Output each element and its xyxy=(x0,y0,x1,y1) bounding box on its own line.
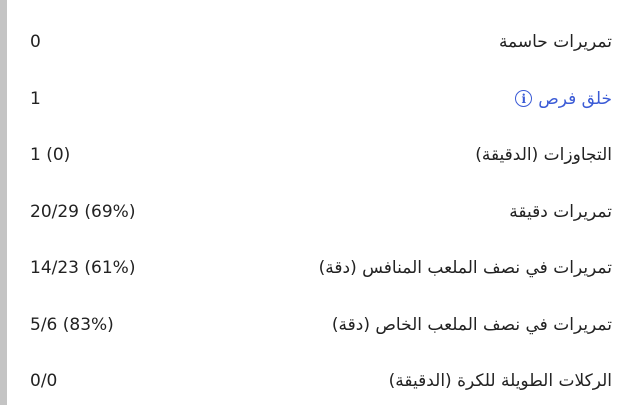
stat-row-dribbles: 1 (0) التجاوزات (الدقيقة) xyxy=(30,127,612,184)
stat-value: 1 (0) xyxy=(30,145,71,166)
info-icon[interactable]: i xyxy=(515,90,533,108)
stat-value: 0 xyxy=(30,32,41,53)
stat-row-accurate-passes: 20/29 (69%) تمريرات دقيقة xyxy=(30,184,612,241)
stat-value: 1 xyxy=(30,88,41,109)
stat-label: تمريرات حاسمة xyxy=(498,32,612,53)
stat-value: 0/0 xyxy=(30,371,58,392)
stat-row-long-balls: 0/0 الركلات الطويلة للكرة (الدقيقة) xyxy=(30,353,612,410)
stat-label: تمريرات في نصف الملعب المنافس (دقة) xyxy=(318,258,612,279)
stat-row-chances-created: 1 خلق فرص i xyxy=(30,71,612,128)
stat-row-opp-half-passes: 14/23 (61%) تمريرات في نصف الملعب المناف… xyxy=(30,240,612,297)
stat-label: تمريرات في نصف الملعب الخاص (دقة) xyxy=(331,314,612,335)
stats-list: 0 تمريرات حاسمة 1 خلق فرص i 1 (0) التجاو… xyxy=(30,14,612,410)
stat-value: 5/6 (83%) xyxy=(30,314,114,335)
stat-label: تمريرات دقيقة xyxy=(509,201,612,222)
stat-label: التجاوزات (الدقيقة) xyxy=(475,145,612,166)
left-border-bar xyxy=(0,0,7,405)
stat-label: الركلات الطويلة للكرة (الدقيقة) xyxy=(388,371,612,392)
stat-row-own-half-passes: 5/6 (83%) تمريرات في نصف الملعب الخاص (د… xyxy=(30,297,612,354)
stat-value: 14/23 (61%) xyxy=(30,258,136,279)
chances-created-link[interactable]: خلق فرص i xyxy=(515,89,612,109)
stat-label: خلق فرص xyxy=(538,88,612,109)
stat-value: 20/29 (69%) xyxy=(30,201,136,222)
stat-row-assists: 0 تمريرات حاسمة xyxy=(30,14,612,71)
